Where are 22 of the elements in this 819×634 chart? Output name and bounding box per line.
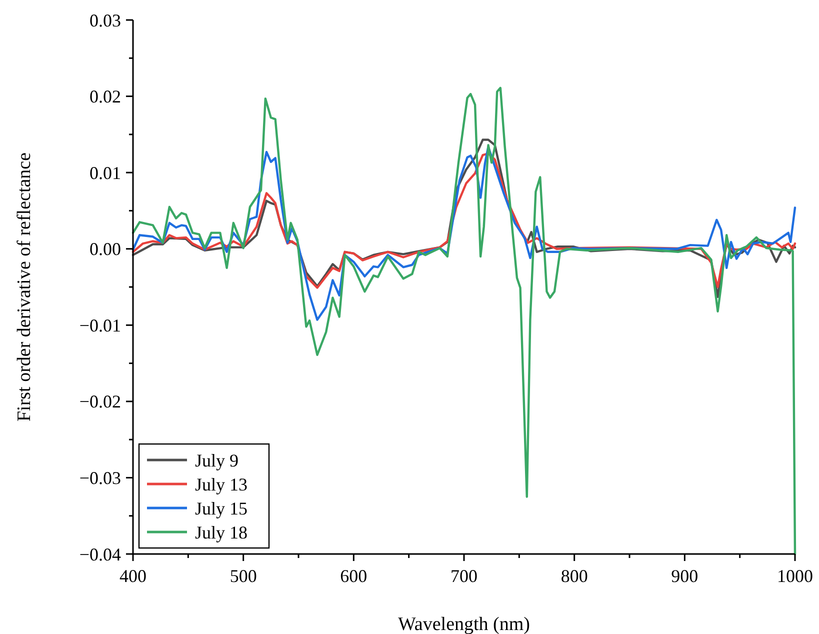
legend-label: July 18	[195, 522, 248, 542]
x-tick-label: 600	[340, 566, 368, 586]
x-tick-label: 900	[671, 566, 698, 586]
legend-label: July 13	[195, 474, 248, 494]
legend-label: July 15	[195, 498, 248, 518]
y-tick-label: 0.00	[90, 239, 121, 260]
y-tick-label: −0.01	[79, 315, 121, 336]
x-tick-label: 800	[560, 566, 588, 586]
y-tick-label: −0.04	[79, 544, 121, 564]
legend-label: July 9	[195, 450, 239, 470]
y-tick-label: −0.03	[79, 468, 121, 488]
line-series	[132, 146, 796, 321]
y-tick-label: 0.02	[90, 86, 121, 107]
y-axis-title: First order derivative of reflectance	[14, 152, 35, 422]
y-tick-label: 0.03	[90, 10, 121, 30]
x-axis-title: Wavelength (nm)	[398, 614, 530, 634]
x-tick-label: 700	[450, 566, 478, 586]
y-tick-label: −0.02	[79, 392, 121, 412]
x-tick-label: 500	[230, 566, 257, 586]
x-tick-label: 1000	[777, 566, 813, 586]
x-tick-label: 400	[120, 566, 146, 586]
y-tick-label: 0.01	[90, 162, 121, 183]
